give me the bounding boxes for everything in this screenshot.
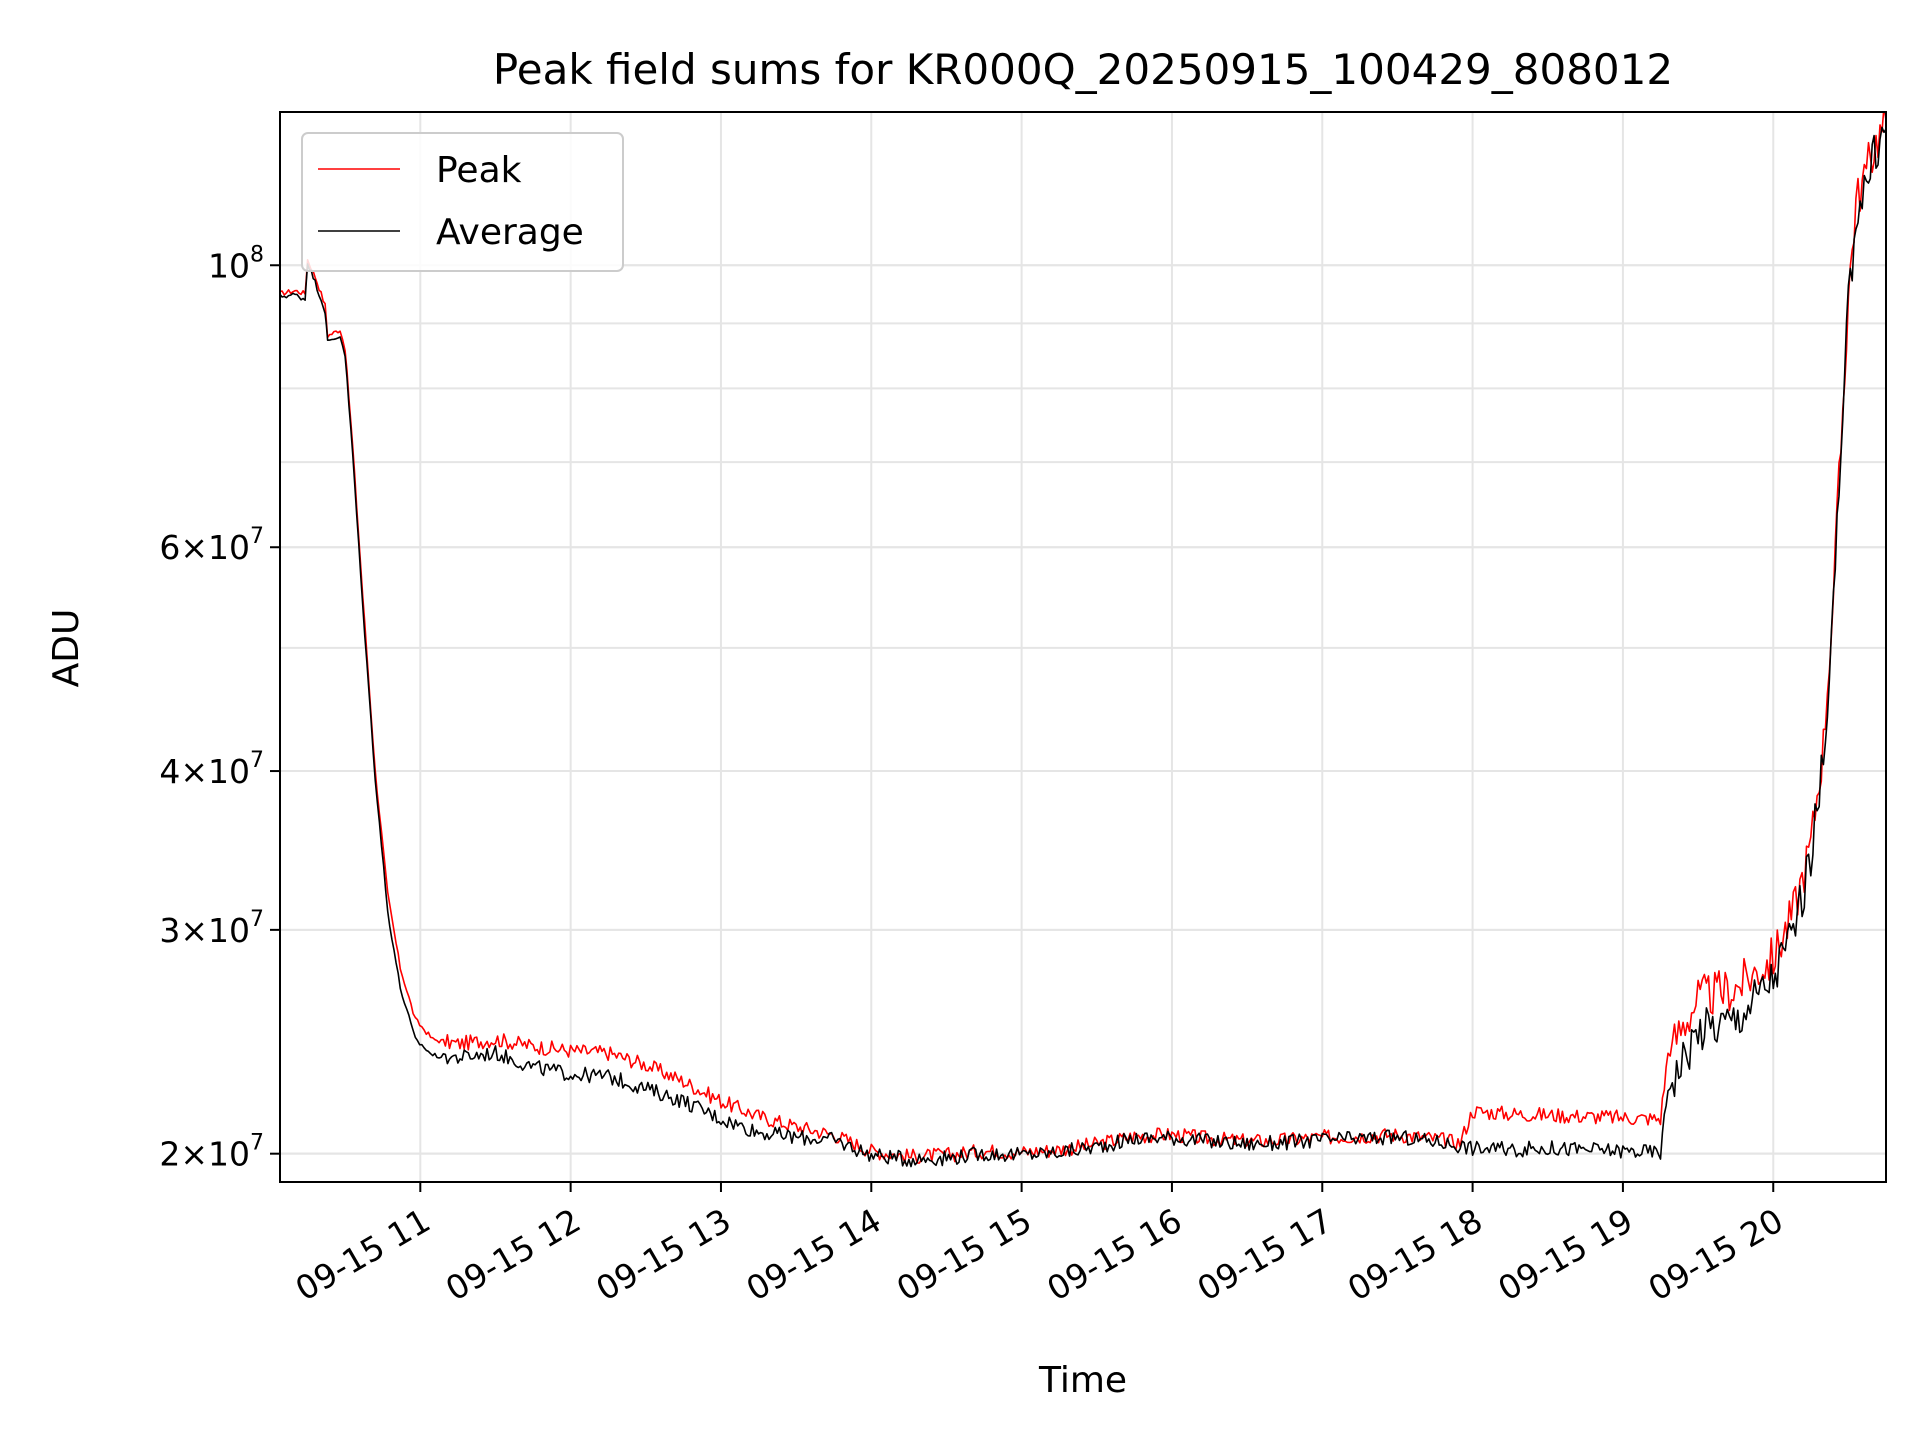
y-tick-label: 6×107 [159, 524, 264, 567]
y-axis-title: ADU [46, 609, 87, 688]
x-axis-title: Time [1038, 1360, 1127, 1401]
plot-frame [279, 111, 1887, 1183]
legend: Peak Average [301, 132, 624, 272]
series-line-average [280, 126, 1886, 1168]
legend-box [301, 132, 624, 272]
series-lines [280, 112, 1886, 1168]
y-tick-exponent: 7 [250, 524, 264, 549]
y-tick-label: 2×107 [159, 1131, 264, 1174]
chart-title: Peak field sums for KR000Q_20250915_1004… [493, 45, 1673, 94]
series-line-peak [280, 112, 1886, 1164]
y-tick-label: 3×107 [159, 907, 264, 950]
legend-label-peak: Peak [436, 150, 522, 191]
y-tick-label: 4×107 [159, 748, 264, 791]
y-tick-exponent: 7 [250, 907, 264, 932]
y-tick-exponent: 8 [250, 242, 264, 267]
legend-label-average: Average [436, 212, 584, 253]
y-tick-exponent: 7 [250, 748, 264, 773]
y-tick-exponent: 7 [250, 1131, 264, 1156]
